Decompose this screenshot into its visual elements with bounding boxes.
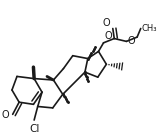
Text: CH₃: CH₃	[142, 24, 157, 33]
Text: Cl: Cl	[29, 124, 39, 134]
Text: O: O	[102, 18, 110, 28]
Text: O: O	[127, 36, 135, 46]
Text: O: O	[1, 110, 9, 120]
Text: O: O	[104, 31, 112, 41]
